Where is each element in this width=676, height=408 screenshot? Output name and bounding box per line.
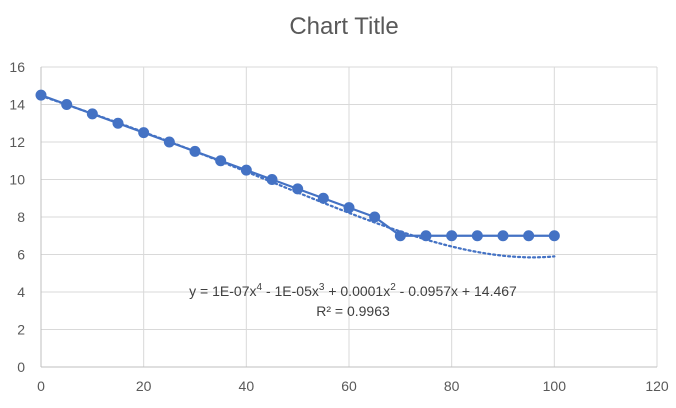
x-tick-label: 100 <box>543 378 567 394</box>
data-point <box>317 192 329 204</box>
tick-labels: 0 20 40 60 80 100 120 0 2 4 6 8 10 12 14 16 <box>9 59 668 394</box>
data-point <box>548 230 560 242</box>
y-tick-label: 14 <box>9 97 25 113</box>
equation-exp-3: 2 <box>390 282 396 293</box>
equation-exp-2: 3 <box>319 282 325 293</box>
data-point <box>523 230 535 242</box>
data-point <box>394 230 406 242</box>
data-point <box>215 155 227 167</box>
y-tick-label: 0 <box>17 359 25 375</box>
equation-part-4: - 0.0957x + 14.467 <box>396 283 517 299</box>
x-tick-label: 60 <box>341 378 357 394</box>
data-point <box>292 183 304 195</box>
series-line <box>40 94 555 237</box>
equation-part-1: y = 1E-07x <box>189 283 256 299</box>
data-point <box>497 230 509 242</box>
x-tick-label: 0 <box>37 378 45 394</box>
x-tick-label: 20 <box>136 378 152 394</box>
data-point <box>240 164 252 176</box>
axes <box>40 67 657 368</box>
x-tick-label: 120 <box>645 378 669 394</box>
y-tick-label: 6 <box>17 247 25 263</box>
data-point <box>266 174 278 185</box>
data-point <box>446 230 458 242</box>
data-point <box>343 202 355 214</box>
data-point <box>138 127 150 139</box>
data-point <box>112 117 124 129</box>
data-point <box>61 99 73 110</box>
chart-title: Chart Title <box>289 13 398 40</box>
series-layer <box>40 94 555 237</box>
data-point <box>420 230 432 242</box>
equation-part-2: - 1E-05x <box>262 283 319 299</box>
trendline-r-squared: R² = 0.9963 <box>316 303 390 319</box>
y-tick-label: 10 <box>9 172 25 188</box>
equation-exp-1: 4 <box>257 282 263 293</box>
equation-part-3: + 0.0001x <box>324 283 390 299</box>
marker-layer <box>35 89 560 242</box>
x-tick-label: 80 <box>444 378 460 394</box>
data-point <box>35 89 47 101</box>
data-point <box>163 136 175 148</box>
y-tick-label: 16 <box>9 59 25 75</box>
data-point <box>86 108 98 120</box>
data-point <box>369 211 381 223</box>
y-tick-label: 12 <box>9 134 25 150</box>
y-tick-label: 8 <box>17 209 25 225</box>
gridlines <box>41 66 658 367</box>
x-tick-label: 40 <box>239 378 255 394</box>
data-point <box>189 145 201 157</box>
y-tick-label: 2 <box>17 322 25 338</box>
data-point <box>471 230 483 242</box>
y-tick-label: 4 <box>17 284 25 300</box>
trendline-equation: y = 1E-07x4 - 1E-05x3 + 0.0001x2 - 0.095… <box>189 282 517 299</box>
